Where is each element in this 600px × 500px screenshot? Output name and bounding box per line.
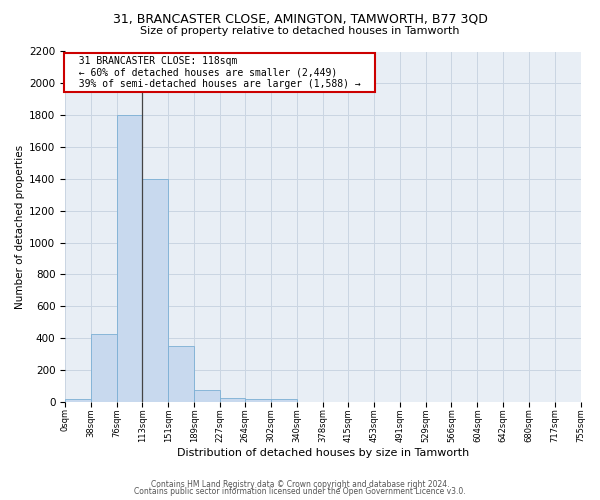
Bar [194,390,220,402]
Text: Size of property relative to detached houses in Tamworth: Size of property relative to detached ho… [140,26,460,36]
Bar [142,179,168,402]
Bar [220,398,245,402]
Bar [117,115,142,402]
Bar [91,334,117,402]
X-axis label: Distribution of detached houses by size in Tamworth: Distribution of detached houses by size … [176,448,469,458]
Text: 31, BRANCASTER CLOSE, AMINGTON, TAMWORTH, B77 3QD: 31, BRANCASTER CLOSE, AMINGTON, TAMWORTH… [113,12,487,26]
Bar [65,400,91,402]
Y-axis label: Number of detached properties: Number of detached properties [15,144,25,308]
Text: Contains public sector information licensed under the Open Government Licence v3: Contains public sector information licen… [134,488,466,496]
Bar [168,346,194,402]
Bar [271,398,297,402]
Text: Contains HM Land Registry data © Crown copyright and database right 2024.: Contains HM Land Registry data © Crown c… [151,480,449,489]
Bar [245,398,271,402]
Text: 31 BRANCASTER CLOSE: 118sqm  
  ← 60% of detached houses are smaller (2,449)  
 : 31 BRANCASTER CLOSE: 118sqm ← 60% of det… [67,56,372,90]
